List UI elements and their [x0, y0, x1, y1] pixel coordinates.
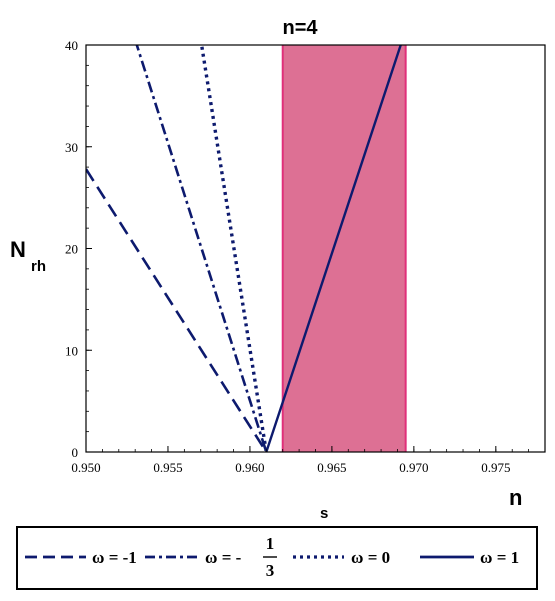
shaded-band	[282, 45, 406, 452]
chart-title: n=4	[282, 17, 318, 39]
legend-item-2-eq: = -	[222, 548, 242, 567]
legend-item-4-symbol: ω	[480, 548, 492, 567]
legend-item-1-symbol: ω	[92, 548, 104, 567]
y-tick-label: 30	[65, 140, 78, 155]
x-axis-label-sub: s	[320, 505, 328, 522]
legend-item-1: ω = -1	[92, 548, 137, 567]
x-axis-label: n	[509, 485, 522, 510]
legend-item-2-numerator: 1	[266, 534, 275, 553]
x-axis-label-main: n	[509, 485, 522, 510]
series-line-dashdot	[135, 45, 268, 452]
x-tick-label: 0.970	[399, 460, 428, 475]
legend-item-4-eq: = 1	[497, 548, 519, 567]
x-tick-label: 0.950	[71, 460, 100, 475]
x-tick-label: 0.975	[481, 460, 510, 475]
legend-item-3-eq: = 0	[368, 548, 390, 567]
shaded-band-layer	[281, 45, 407, 452]
x-tick-label: 0.965	[317, 460, 346, 475]
y-tick-label: 40	[65, 38, 78, 53]
y-axis-label-main: N	[10, 237, 26, 262]
legend-item-3-symbol: ω	[351, 548, 363, 567]
legend-item-3: ω = 0	[351, 548, 390, 567]
legend-item-2-denominator: 3	[266, 561, 275, 580]
y-tick-label: 0	[72, 445, 79, 460]
x-tick-label: 0.960	[235, 460, 264, 475]
legend-item-4: ω = 1	[480, 548, 519, 567]
series-line-dotted	[199, 45, 268, 452]
y-tick-label: 10	[65, 343, 78, 358]
series-line-dashed	[86, 168, 268, 452]
series-line-solid	[265, 45, 402, 452]
x-ticks: 0.950 0.955 0.960 0.965 0.970 0.975	[71, 446, 546, 475]
series-layer	[86, 45, 402, 452]
y-ticks: 0 10 20 30 40	[65, 38, 92, 460]
legend-item-1-eq: = -1	[109, 548, 137, 567]
legend-item-2: ω = -	[205, 548, 242, 567]
y-axis-label-sub: rh	[31, 258, 46, 275]
y-tick-label: 20	[65, 242, 78, 257]
x-tick-label: 0.955	[153, 460, 182, 475]
legend-item-2-symbol: ω	[205, 548, 217, 567]
